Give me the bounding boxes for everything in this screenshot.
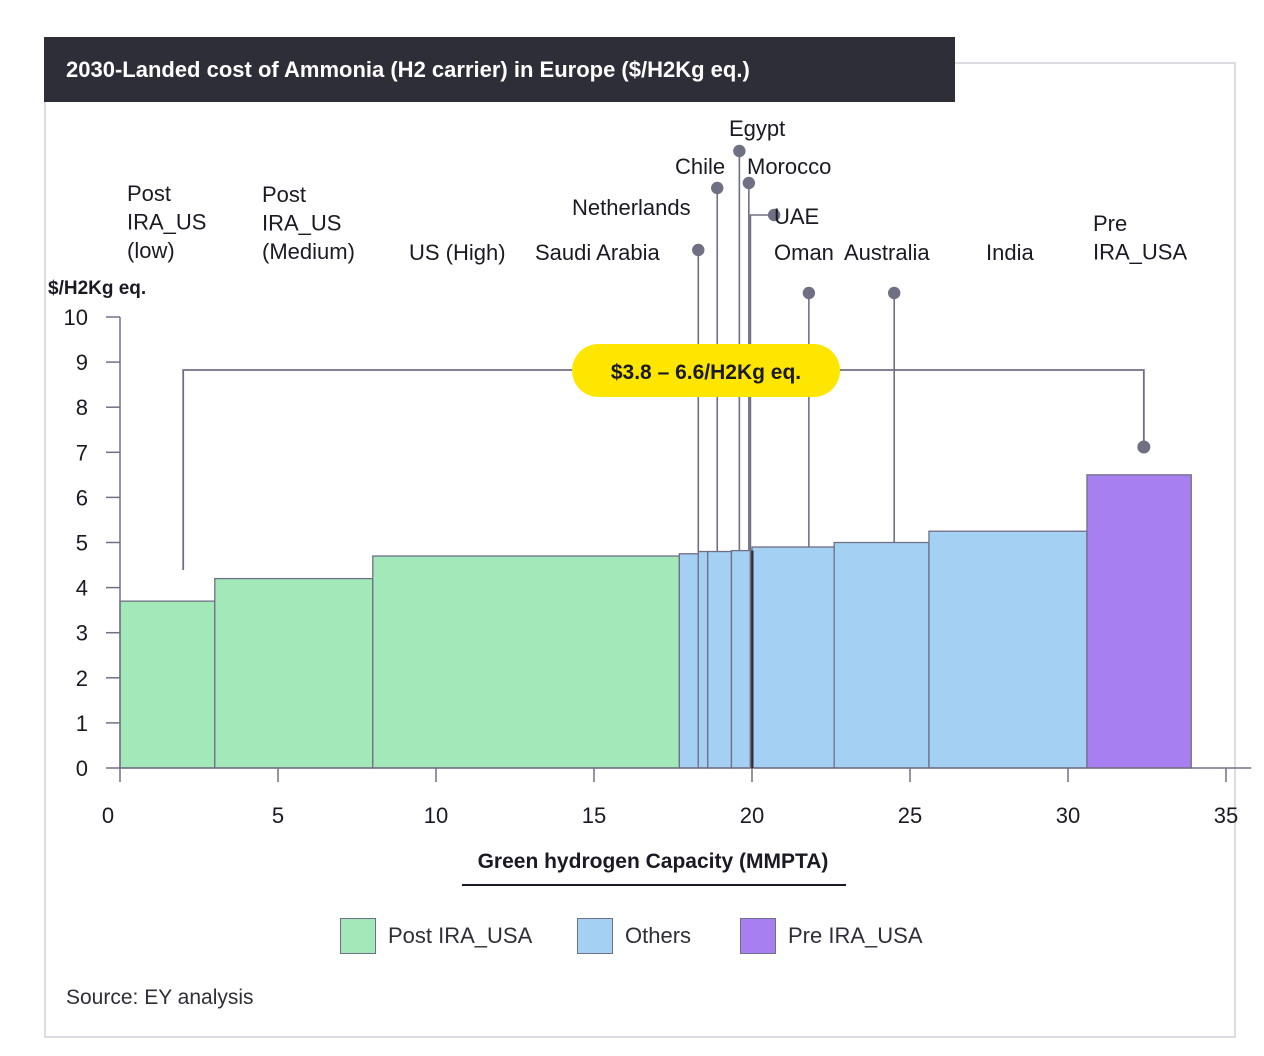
y-tick-label-5: 5 (76, 531, 88, 556)
bar-8 (833, 541, 930, 769)
annotation-post-ira-us-medium-line1: IRA_US (262, 211, 341, 236)
bar-2 (372, 555, 680, 769)
legend-label-pre-ira-usa: Pre IRA_USA (788, 923, 923, 948)
marker-dot-saudi-arabia (692, 243, 705, 257)
annotation-post-ira-us-low-line2: (low) (127, 238, 175, 263)
x-tick-label-25: 25 (898, 803, 922, 828)
marker-dot-morocco (742, 176, 756, 190)
annotation-post-ira-us-medium-line0: Post (262, 182, 306, 207)
legend-item-others: Others (577, 916, 691, 956)
x-axis-label: Green hydrogen Capacity (MMPTA) (477, 850, 829, 873)
x-tick-label-30: 30 (1056, 803, 1080, 828)
x-tick-label-10: 10 (424, 803, 448, 828)
bar-4 (697, 550, 709, 769)
annotation-us-high: US (High) (409, 240, 506, 265)
x-tick-label-15: 15 (582, 803, 606, 828)
y-tick-label-10: 10 (64, 305, 88, 330)
x-tick-label-35: 35 (1214, 803, 1238, 828)
bar-10 (1086, 474, 1192, 769)
marker-dot-netherlands (711, 181, 724, 195)
bar-1 (214, 577, 374, 769)
legend-swatch-others (577, 918, 613, 954)
marker-dot-uae (767, 208, 781, 222)
bar-0 (119, 600, 216, 769)
annotation-india: India (986, 240, 1034, 265)
range-bracket-dot (1137, 440, 1151, 454)
y-tick-label-1: 1 (76, 711, 88, 736)
annotation-netherlands: Netherlands (572, 195, 691, 220)
y-tick-label-6: 6 (76, 485, 88, 510)
bar-6 (730, 549, 753, 769)
source-note: Source: EY analysis (66, 986, 254, 1009)
bar-9 (928, 530, 1088, 769)
leader-uae (749, 214, 775, 768)
x-tick-label-0: 0 (102, 803, 114, 828)
y-tick-label-7: 7 (76, 440, 88, 465)
annotation-saudi-arabia: Saudi Arabia (535, 240, 661, 265)
annotation-australia: Australia (844, 240, 930, 265)
y-axis-label: $/H2Kg eq. (48, 278, 147, 299)
marker-dot-oman (802, 286, 816, 300)
marker-dot-egypt (733, 144, 746, 158)
annotation-post-ira-us-medium-line2: (Medium) (262, 239, 355, 264)
y-tick-label-3: 3 (76, 621, 88, 646)
annotation-post-ira-us-low-line0: Post (127, 181, 171, 206)
bar-3 (678, 553, 699, 769)
y-tick-label-9: 9 (76, 350, 88, 375)
y-tick-label-8: 8 (76, 395, 88, 420)
x-axis-label-underline (462, 884, 846, 886)
range-callout-label: $3.8 – 6.6/H2Kg eq. (611, 361, 801, 384)
annotation-chile: Chile (675, 154, 725, 179)
y-tick-label-0: 0 (76, 756, 88, 781)
annotation-uae: UAE (774, 204, 819, 229)
legend-swatch-pre-ira-usa (740, 918, 776, 954)
y-tick-label-4: 4 (76, 576, 88, 601)
annotation-egypt: Egypt (729, 116, 785, 141)
legend-item-pre-ira-usa: Pre IRA_USA (740, 916, 923, 956)
legend-label-post-ira-usa: Post IRA_USA (388, 923, 533, 948)
annotation-morocco: Morocco (747, 154, 831, 179)
legend-label-others: Others (625, 923, 692, 948)
bar-7 (751, 546, 835, 769)
chart-title: 2030-Landed cost of Ammonia (H2 carrier)… (44, 37, 955, 102)
bar-5 (707, 550, 733, 769)
annotation-pre-ira-usa-line0: Pre (1093, 211, 1127, 236)
annotation-post-ira-us-low-line1: IRA_US (127, 210, 206, 235)
x-tick-label-20: 20 (740, 803, 764, 828)
marker-dot-australia (888, 286, 901, 300)
annotation-pre-ira-usa-line1: IRA_USA (1093, 240, 1187, 265)
legend-item-post-ira-usa: Post IRA_USA (340, 916, 532, 956)
annotation-oman: Oman (774, 240, 834, 265)
range-callout-pill (572, 344, 840, 397)
legend-swatch-post-ira-usa (340, 918, 376, 954)
x-tick-label-5: 5 (272, 803, 284, 828)
y-tick-label-2: 2 (76, 666, 88, 691)
